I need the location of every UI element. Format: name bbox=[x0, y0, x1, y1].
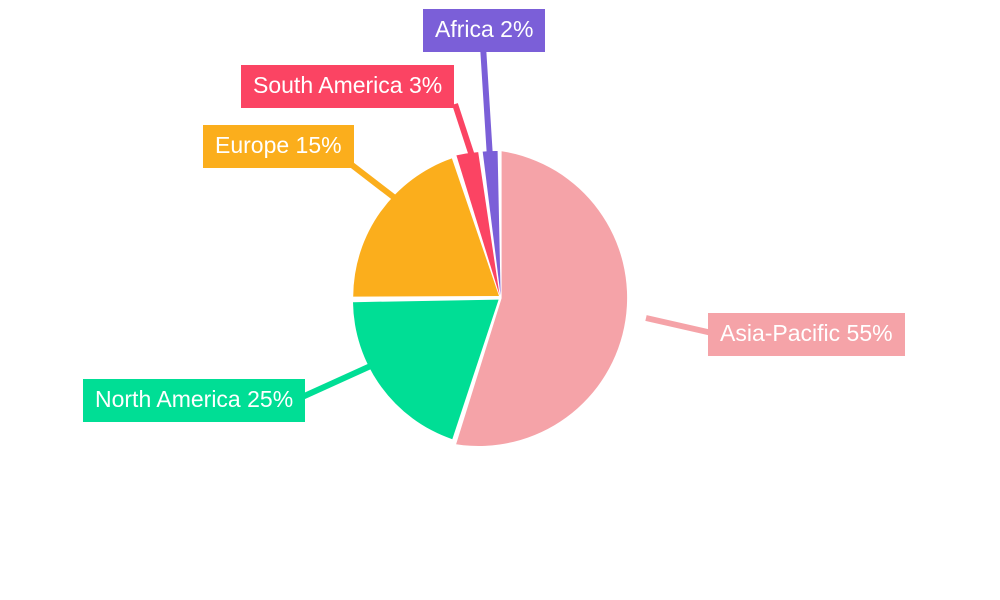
pie-slice-north-america[interactable] bbox=[353, 299, 499, 440]
pie-label-north-america[interactable]: North America 25% bbox=[83, 379, 306, 422]
pie-label-europe[interactable]: Europe 15% bbox=[203, 125, 354, 168]
pie-label-africa[interactable]: Africa 2% bbox=[423, 9, 546, 52]
leader-line-europe bbox=[346, 159, 402, 205]
pie-slice-africa[interactable] bbox=[482, 150, 501, 296]
pie-slice-south-america[interactable] bbox=[456, 152, 500, 296]
pie-slice-europe[interactable] bbox=[353, 158, 499, 297]
leader-line-north-america bbox=[298, 361, 377, 401]
leader-line-south-america bbox=[452, 103, 476, 160]
pie-label-south-america[interactable]: South America 3% bbox=[241, 65, 455, 108]
leader-line-africa bbox=[480, 45, 493, 159]
leader-lines bbox=[298, 45, 713, 401]
leader-line-asia bbox=[645, 315, 713, 336]
pie-slice-asia-pacific[interactable] bbox=[456, 151, 628, 446]
pie-label-asia-pacific[interactable]: Asia-Pacific 55% bbox=[708, 313, 905, 356]
pie-wedges bbox=[353, 150, 628, 446]
